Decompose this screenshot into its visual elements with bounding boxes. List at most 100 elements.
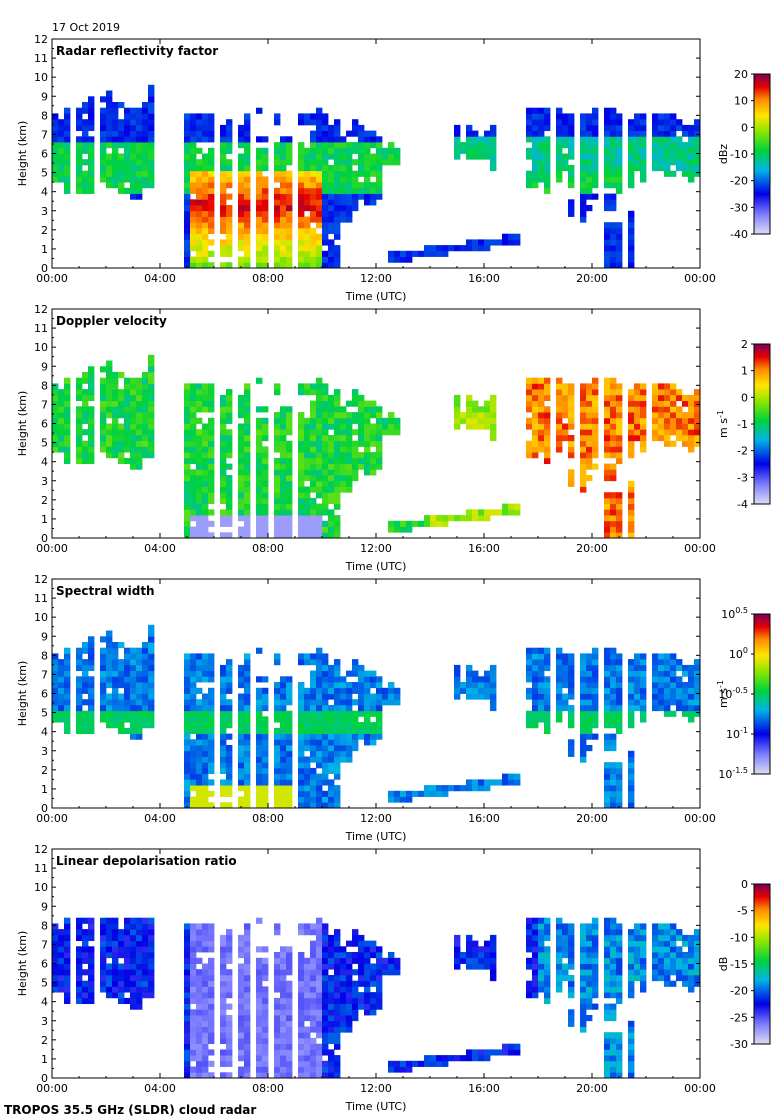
heatmap-cell (298, 486, 305, 493)
heatmap-cell (616, 693, 623, 700)
heatmap-cell (682, 693, 689, 700)
heatmap-cell (124, 187, 131, 194)
heatmap-cell (286, 233, 293, 240)
heatmap-cell (142, 176, 149, 183)
heatmap-cell (208, 664, 215, 672)
heatmap-cell (532, 142, 539, 149)
heatmap-cell (244, 142, 251, 149)
heatmap-cell (328, 693, 335, 700)
heatmap-cell (280, 480, 287, 487)
heatmap-cell (316, 423, 323, 430)
x-tick-label: 16:00 (468, 542, 500, 555)
heatmap-cell (304, 446, 311, 453)
heatmap-cell (88, 435, 95, 442)
heatmap-cell (436, 1055, 443, 1062)
heatmap-cell (184, 1066, 191, 1073)
heatmap-cell (76, 957, 83, 964)
heatmap-cell (220, 457, 227, 465)
heatmap-cell (388, 952, 395, 959)
heatmap-cell (604, 205, 611, 212)
heatmap-cell (484, 676, 491, 683)
heatmap-cell (64, 187, 71, 194)
heatmap-cell (310, 676, 317, 683)
heatmap-cell (628, 710, 635, 717)
heatmap-cell (280, 762, 287, 769)
heatmap-cell (142, 377, 149, 384)
heatmap-cell (118, 946, 125, 953)
heatmap-cell (568, 383, 575, 390)
heatmap-cell (298, 750, 305, 757)
heatmap-cell (358, 457, 365, 465)
heatmap-cell (610, 475, 617, 482)
heatmap-cell (538, 980, 545, 987)
heatmap-cell (364, 733, 371, 740)
heatmap-cell (64, 647, 71, 654)
heatmap-cell (262, 1043, 269, 1050)
heatmap-cell (616, 130, 623, 137)
heatmap-cell (238, 779, 245, 786)
heatmap-cell (580, 480, 587, 487)
heatmap-cell (244, 394, 251, 402)
heatmap-cell (580, 147, 587, 154)
heatmap-cell (328, 165, 335, 172)
heatmap-cell (184, 480, 191, 487)
heatmap-cell (322, 170, 329, 177)
heatmap-cell (88, 159, 95, 166)
heatmap-cell (52, 923, 59, 930)
heatmap-cell (364, 963, 371, 970)
heatmap-cell (370, 946, 377, 953)
colorbar-tick-label: -10 (730, 148, 748, 161)
heatmap-cell (286, 205, 293, 212)
heatmap-cell (364, 142, 371, 149)
heatmap-cell (100, 377, 107, 384)
heatmap-cell (238, 705, 245, 712)
heatmap-cell (256, 193, 263, 200)
heatmap-cell (454, 946, 461, 953)
heatmap-cell (184, 653, 191, 660)
heatmap-cell (202, 520, 209, 527)
heatmap-cell (364, 946, 371, 953)
heatmap-cell (64, 457, 71, 465)
heatmap-cell (196, 1072, 203, 1079)
heatmap-cell (316, 739, 323, 746)
heatmap-cell (328, 739, 335, 746)
heatmap-cell (136, 1003, 143, 1010)
heatmap-cell (304, 182, 311, 189)
heatmap-cell (142, 923, 149, 930)
heatmap-cell (322, 934, 329, 942)
heatmap-cell (244, 716, 251, 723)
heatmap-cell (340, 946, 347, 953)
heatmap-cell (610, 762, 617, 769)
heatmap-cell (478, 406, 485, 413)
heatmap-cell (382, 699, 389, 706)
heatmap-cell (634, 664, 641, 672)
heatmap-cell (592, 394, 599, 402)
heatmap-cell (58, 406, 65, 413)
heatmap-cell (316, 779, 323, 786)
heatmap-cell (340, 205, 347, 212)
heatmap-cell (346, 412, 353, 419)
heatmap-cell (184, 687, 191, 694)
heatmap-cell (592, 136, 599, 143)
heatmap-cell (298, 417, 305, 424)
heatmap-cell (580, 159, 587, 166)
heatmap-cell (604, 417, 611, 424)
heatmap-cell (220, 475, 227, 482)
heatmap-cell (556, 412, 563, 419)
heatmap-cell (478, 946, 485, 953)
heatmap-cell (82, 159, 89, 166)
heatmap-cell (562, 676, 569, 683)
heatmap-cell (346, 429, 353, 436)
heatmap-cell (220, 176, 227, 183)
heatmap-cell (322, 205, 329, 212)
heatmap-cell (196, 653, 203, 660)
heatmap-cell (370, 969, 377, 976)
heatmap-cell (340, 406, 347, 413)
heatmap-cell (226, 946, 233, 953)
heatmap-cells (52, 354, 701, 539)
heatmap-cell (58, 159, 65, 166)
heatmap-cell (286, 779, 293, 786)
heatmap-cell (238, 227, 245, 235)
heatmap-cell (310, 205, 317, 212)
heatmap-cell (226, 124, 233, 132)
